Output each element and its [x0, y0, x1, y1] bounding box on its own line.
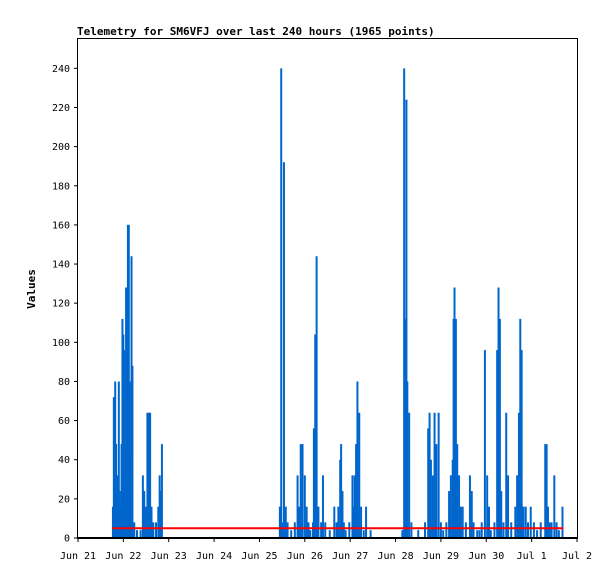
y-tick-label: 60 [58, 416, 70, 427]
y-tick-label: 180 [52, 181, 70, 192]
y-tick-label: 20 [58, 494, 70, 505]
y-axis: 0 20 40 60 80 100 120 140 160 180 200 220 240 [52, 64, 78, 545]
y-tick-label: 40 [58, 455, 70, 466]
x-tick-label: Jun 25 [241, 551, 277, 562]
y-tick-label: 140 [52, 260, 70, 271]
y-tick-label: 100 [52, 338, 70, 349]
x-tick-label: Jun 28 [377, 551, 413, 562]
x-tick-label: Jun 24 [196, 551, 232, 562]
x-tick-label: Jun 22 [105, 551, 141, 562]
series-layer [111, 68, 564, 538]
chart-title: Telemetry for SM6VFJ over last 240 hours… [77, 25, 435, 38]
x-tick-label: Jun 23 [151, 551, 187, 562]
y-tick-label: 160 [52, 220, 70, 231]
x-tick-label: Jun 30 [468, 551, 504, 562]
y-tick-label: 240 [52, 64, 70, 75]
y-tick-label: 120 [52, 299, 70, 310]
y-tick-label: 0 [64, 534, 70, 545]
x-tick-label: Jun 29 [423, 551, 459, 562]
plot-frame [77, 38, 578, 539]
y-tick-label: 80 [58, 377, 70, 388]
x-tick-label: Jun 27 [332, 551, 368, 562]
y-tick-label: 200 [52, 142, 70, 153]
x-tick-label: Jul 1 [517, 551, 547, 562]
x-axis: Jun 21 Jun 22 Jun 23 Jun 24 Jun 25 Jun 26 Jun … [60, 538, 592, 562]
x-tick-label: Jun 21 [60, 551, 96, 562]
x-tick-label: Jun 26 [287, 551, 323, 562]
y-axis-label: Values [25, 269, 38, 309]
x-tick-label: Jul 2 [562, 551, 592, 562]
y-tick-label: 220 [52, 103, 70, 114]
